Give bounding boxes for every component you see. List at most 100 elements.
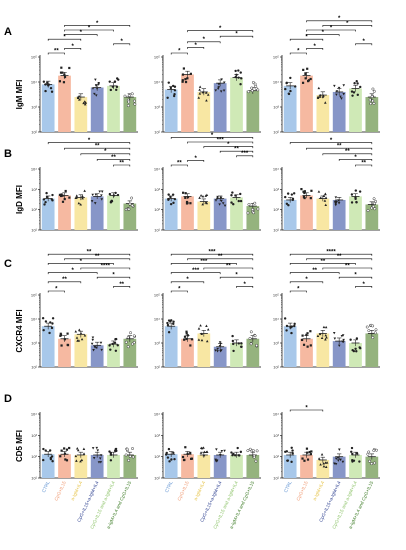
y-tick-label: 10⁴	[273, 412, 279, 417]
chart-d1: 10¹ 10² 10³ 10⁴ CD5 MFI	[15, 412, 138, 481]
data-point	[59, 194, 63, 198]
data-point	[184, 192, 187, 195]
data-point	[355, 337, 359, 340]
data-point	[246, 211, 250, 215]
significance-label: *	[305, 35, 308, 41]
data-point	[172, 322, 175, 326]
data-point	[366, 209, 370, 213]
data-point	[341, 460, 345, 464]
data-point	[95, 446, 99, 450]
data-point	[44, 83, 47, 86]
data-point	[50, 326, 54, 330]
bar-4	[349, 454, 362, 478]
data-point	[197, 327, 201, 330]
data-point	[219, 196, 223, 199]
data-point	[115, 77, 119, 80]
bar-0	[283, 199, 297, 230]
significance-bracket	[355, 286, 373, 288]
significance-label: *	[211, 133, 214, 139]
significance-bracket	[289, 290, 307, 293]
data-point	[252, 455, 256, 459]
category-labels-layer: CTRL CpG+IL15 a-IgM+IL4CpG+IL15+a-IgM+IL4C…	[41, 480, 374, 530]
data-point	[170, 458, 173, 461]
data-point	[50, 90, 54, 93]
data-point	[324, 334, 328, 337]
data-point	[290, 325, 293, 328]
data-point	[63, 197, 66, 201]
data-point	[232, 342, 235, 346]
data-point	[231, 454, 234, 457]
significance-bracket	[47, 290, 65, 293]
data-point	[76, 448, 80, 452]
y-tick-label: 10⁵	[273, 293, 279, 298]
data-point	[94, 78, 97, 82]
bar-4	[107, 85, 120, 132]
data-point	[108, 344, 111, 347]
y-tick-label: 10⁴	[31, 412, 37, 417]
data-point	[77, 201, 81, 205]
data-point	[61, 194, 64, 197]
data-point	[96, 449, 100, 452]
significance-bracket	[289, 281, 324, 284]
data-point	[173, 457, 176, 461]
y-tick-label: 10¹	[31, 476, 37, 481]
data-point	[112, 194, 116, 197]
data-point	[223, 449, 226, 453]
bar-0	[283, 85, 297, 132]
significance-label: *	[330, 138, 333, 144]
bar-1	[58, 195, 71, 230]
data-point	[123, 94, 127, 98]
significance-label: ***	[208, 250, 216, 256]
y-axis-label: CD5 MFI	[15, 430, 24, 462]
data-point	[111, 85, 115, 88]
significance-label: ****	[326, 250, 336, 256]
data-point	[342, 92, 346, 96]
data-point	[230, 451, 233, 454]
data-point	[350, 446, 354, 450]
data-point	[82, 452, 86, 455]
significance-bracket	[170, 253, 254, 256]
data-point	[199, 324, 202, 327]
significance-label: *	[362, 282, 365, 288]
significance-label: *	[330, 25, 333, 31]
significance-bracket	[170, 137, 254, 139]
category-label-1: CpG+IL15	[295, 480, 309, 502]
data-point	[66, 343, 69, 346]
data-point	[173, 89, 177, 92]
data-point	[306, 451, 309, 454]
data-point	[372, 449, 376, 452]
data-point	[324, 338, 327, 341]
data-point	[63, 447, 66, 450]
category-label-2: a-IgM+IL4	[193, 480, 207, 501]
data-point	[166, 96, 169, 99]
bar-5	[123, 97, 137, 132]
bar-1	[300, 75, 313, 132]
y-tick-label: 10⁴	[273, 167, 279, 172]
data-point	[205, 339, 209, 343]
significance-bracket	[355, 164, 373, 167]
bar-2	[74, 197, 88, 230]
data-point	[97, 82, 101, 85]
data-point	[82, 101, 85, 105]
data-point	[68, 66, 71, 70]
significance-label: *	[194, 43, 197, 49]
data-point	[216, 195, 219, 199]
y-tick-label: 10³	[154, 187, 160, 192]
data-point	[310, 189, 313, 192]
data-point	[248, 336, 252, 340]
data-point	[189, 72, 192, 75]
data-point	[42, 447, 45, 451]
data-point	[185, 337, 188, 341]
significance-bracket	[306, 29, 356, 32]
data-point	[167, 198, 170, 201]
data-point	[165, 451, 168, 455]
data-point	[317, 86, 321, 90]
data-point	[371, 99, 375, 103]
data-point	[190, 338, 194, 341]
data-point	[75, 194, 79, 197]
data-point	[59, 71, 63, 74]
bar-4	[230, 197, 243, 230]
data-point	[303, 190, 306, 193]
data-point	[127, 207, 131, 211]
